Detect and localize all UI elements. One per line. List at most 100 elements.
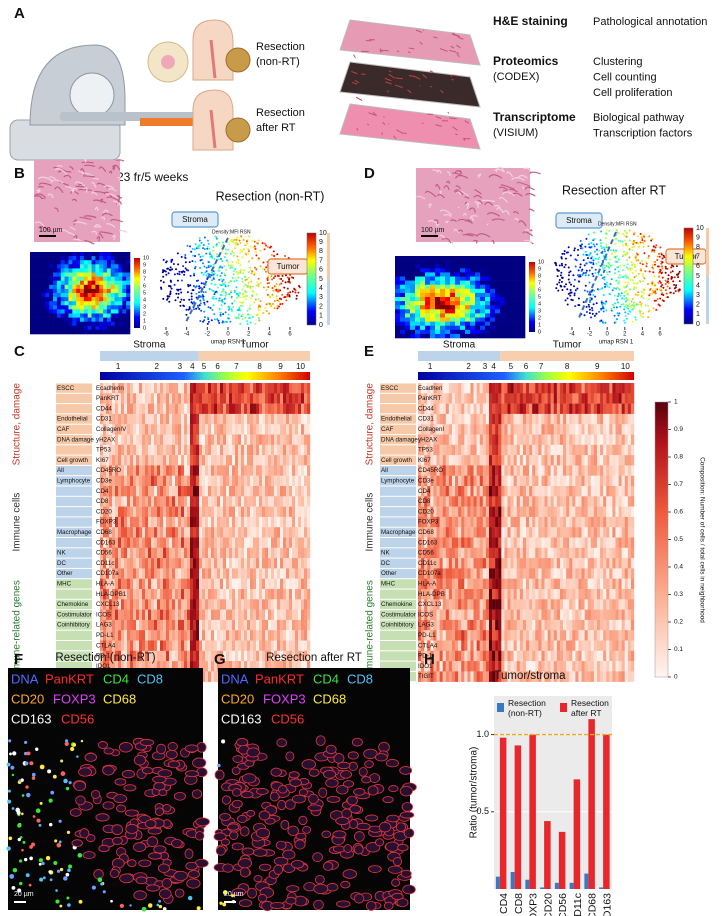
- he-texture: [453, 228, 460, 234]
- umap-cell: [587, 233, 590, 236]
- umap-cell: [623, 319, 626, 322]
- density-pixel: [83, 252, 88, 257]
- density-pixel: [103, 317, 108, 322]
- heatmap-cell: [298, 393, 302, 404]
- density-pixel: [106, 268, 112, 273]
- umap-cell: [568, 281, 571, 284]
- umap-cell: [637, 303, 640, 306]
- density-pixel: [395, 321, 401, 326]
- heatmap-cell: [172, 558, 176, 569]
- density-pixel: [37, 301, 42, 306]
- heatmap-cell: [118, 589, 122, 600]
- heatmap-cell: [130, 444, 134, 456]
- heatmap-cell: [190, 578, 194, 590]
- density-pixel: [118, 268, 123, 273]
- density-pixel: [485, 317, 491, 322]
- heatmap-cell: [301, 413, 305, 425]
- heatmap-cell: [307, 486, 311, 497]
- density-pixel: [64, 252, 69, 257]
- heatmap-cell: [301, 650, 305, 662]
- heatmap-cell: [280, 434, 284, 445]
- density-pixel: [118, 325, 123, 331]
- heatmap-cell: [106, 455, 110, 466]
- umap-cell: [176, 272, 179, 275]
- density-pixel: [520, 317, 526, 322]
- umap-cell: [250, 297, 253, 300]
- heatmap-cell: [166, 599, 170, 610]
- heatmap-cell: [298, 650, 302, 662]
- heatmap-cell: [103, 444, 107, 456]
- heatmap-cell: [148, 475, 152, 487]
- heatmap-cell: [208, 413, 212, 425]
- density-pixel: [415, 284, 421, 290]
- heatmap-cell: [211, 537, 215, 548]
- heatmap-cell: [184, 434, 188, 445]
- umap-cell: [640, 269, 643, 272]
- heatmap-cell: [178, 568, 182, 579]
- umap-cell: [224, 311, 227, 314]
- density-pixel: [505, 321, 511, 326]
- heatmap-cell: [160, 661, 164, 672]
- density-pixel: [76, 272, 81, 277]
- heatmap-cell: [476, 383, 480, 394]
- umap-cell: [623, 239, 626, 242]
- density-pixel: [480, 329, 486, 335]
- umap-cell: [202, 247, 205, 250]
- heatmap-cell: [121, 516, 125, 528]
- density-pixel: [430, 309, 436, 314]
- heatmap-cell: [112, 424, 116, 435]
- density-pixel: [430, 272, 436, 277]
- density-pixel: [430, 288, 436, 294]
- heatmap-cell: [578, 383, 582, 394]
- heatmap-cell: [202, 650, 206, 662]
- gene-label: CD4: [96, 488, 109, 495]
- umap-cell: [643, 252, 646, 255]
- umap-cell: [218, 278, 221, 281]
- heatmap-cell: [286, 547, 290, 559]
- heatmap-cell: [247, 393, 251, 404]
- density-pixel: [450, 256, 456, 261]
- heatmap-cell: [157, 568, 161, 579]
- umap-cell: [179, 288, 182, 291]
- density-pixel: [118, 260, 123, 265]
- umap-cell: [617, 239, 620, 242]
- heatmap-cell: [166, 568, 170, 579]
- umap-cell: [185, 268, 188, 271]
- umap-cell: [209, 307, 212, 310]
- heatmap-cell: [184, 640, 188, 651]
- heatmap-cell: [235, 547, 239, 559]
- umap-cell: [203, 319, 206, 322]
- heatmap-cell: [259, 578, 263, 590]
- heatmap-cell: [217, 455, 221, 466]
- umap-cell: [243, 290, 246, 293]
- heatmap-cell: [223, 393, 227, 404]
- density-pixel: [420, 301, 426, 306]
- density-pixel: [435, 329, 441, 335]
- heatmap-cell: [100, 527, 104, 538]
- umap-cell: [652, 245, 655, 248]
- heatmap-cell: [226, 568, 230, 579]
- umap-cell: [236, 296, 239, 299]
- heatmap-cell: [166, 496, 170, 507]
- umap-cell: [268, 312, 271, 315]
- umap-cell: [169, 266, 172, 269]
- heatmap-cell: [136, 568, 140, 579]
- umap-cell: [579, 266, 582, 269]
- heatmap-cell: [106, 393, 110, 404]
- heatmap-cell: [205, 589, 209, 600]
- heatmap-cell: [106, 619, 110, 631]
- heatmap-cell: [199, 527, 203, 538]
- heatmap-cell: [118, 393, 122, 404]
- heatmap-cell: [136, 537, 140, 548]
- heatmap-cell: [277, 609, 281, 621]
- heatmap-cell: [157, 516, 161, 528]
- density-pixel: [400, 301, 406, 306]
- umap-cell: [602, 264, 605, 267]
- umap-cell: [645, 265, 648, 268]
- umap-cell: [579, 263, 582, 266]
- heatmap-cell: [226, 630, 230, 641]
- row-type: Chemokine: [57, 601, 89, 608]
- heatmap-cell: [151, 486, 155, 497]
- umap-cell: [216, 274, 219, 277]
- umap-cell: [669, 271, 672, 274]
